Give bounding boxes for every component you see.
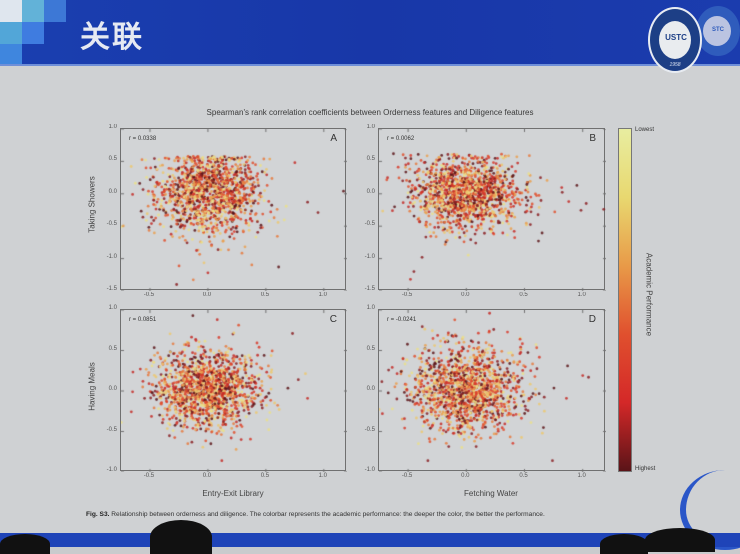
y-tick-label: 0.5 xyxy=(108,345,117,352)
x-tick-label: -0.5 xyxy=(143,292,155,298)
y-tick-label: 0.5 xyxy=(366,156,375,163)
scatter-points xyxy=(379,310,606,472)
scatter-panel-d: r = -0.0241 D xyxy=(378,309,606,472)
decorative-square xyxy=(0,0,22,22)
y-axis-label-c: Having Meals xyxy=(87,362,97,411)
scatter-points xyxy=(121,310,347,472)
caption-label: Fig. S3. xyxy=(86,511,110,518)
correlation-label: r = 0.0338 xyxy=(129,136,157,142)
x-tick-label: 0.0 xyxy=(461,473,470,479)
correlation-label: r = 0.0851 xyxy=(129,317,157,323)
y-tick-label: 0.0 xyxy=(108,188,117,195)
logo-text: STC xyxy=(712,27,724,33)
audience-head xyxy=(645,528,715,552)
y-tick-label: 0.0 xyxy=(366,188,375,195)
figure-caption: Fig. S3. Relationship between orderness … xyxy=(86,511,545,518)
decorative-square xyxy=(0,44,22,64)
university-logo: USTC 1958 xyxy=(648,7,702,73)
colorbar-top-label: Lowest xyxy=(635,127,655,133)
x-tick-label: 0.5 xyxy=(260,473,270,479)
panel-letter: B xyxy=(589,133,596,144)
x-axis-label-d: Fetching Water xyxy=(464,489,518,498)
figure-title: Spearman's rank correlation coefficients… xyxy=(206,108,534,117)
y-tick-label: 0.0 xyxy=(366,386,375,392)
correlation-label: r = 0.0062 xyxy=(387,136,415,142)
logo-inner xyxy=(659,21,691,59)
audience-head xyxy=(150,520,212,554)
audience-head xyxy=(600,534,648,554)
x-tick-label: 1.0 xyxy=(318,473,327,479)
y-tick-label: -1.5 xyxy=(106,286,117,292)
panel-letter: C xyxy=(329,314,337,325)
logo-year: 1958 xyxy=(669,62,681,68)
x-tick-label: 0.5 xyxy=(260,292,270,298)
panel-letter: A xyxy=(330,133,337,144)
y-tick-label: -1.0 xyxy=(364,253,375,260)
y-tick-label: 1.0 xyxy=(108,124,117,130)
y-tick-label: -0.5 xyxy=(364,426,375,433)
x-tick-label: 1.0 xyxy=(577,473,586,479)
colorbar-title: Academic Performance xyxy=(644,252,654,337)
header-divider xyxy=(0,64,740,66)
colorbar-bottom-label: Highest xyxy=(635,466,656,472)
university-logo-secondary: STC xyxy=(696,6,740,56)
logo-text: USTC xyxy=(665,33,687,42)
y-tick-label: 0.5 xyxy=(366,345,375,352)
x-tick-label: -0.5 xyxy=(143,473,155,479)
y-tick-label: -1.0 xyxy=(364,467,375,473)
x-tick-label: 0.0 xyxy=(202,473,212,479)
x-axis-label-c: Entry-Exit Library xyxy=(202,489,264,498)
slide-title: 关联 xyxy=(80,20,144,55)
scatter-panel-a: r = 0.0338 A xyxy=(120,128,347,291)
x-tick-label: -0.5 xyxy=(401,292,413,298)
y-tick-label: -1.5 xyxy=(364,286,375,292)
y-tick-label: 0.0 xyxy=(108,386,117,392)
x-tick-label: 0.5 xyxy=(519,473,528,479)
x-tick-label: 0.0 xyxy=(461,292,470,298)
caption-text: Relationship between orderness and dilig… xyxy=(111,511,545,518)
decorative-square xyxy=(44,0,66,22)
x-tick-label: -0.5 xyxy=(401,473,413,479)
y-tick-label: -1.0 xyxy=(106,467,117,473)
y-tick-label: -0.5 xyxy=(106,221,117,228)
scatter-panel-c: r = 0.0851 C xyxy=(120,309,347,472)
decorative-square xyxy=(22,22,44,44)
x-tick-label: 0.5 xyxy=(519,292,528,298)
colorbar xyxy=(618,128,632,472)
y-tick-label: 0.5 xyxy=(108,156,117,163)
y-tick-label: -0.5 xyxy=(364,221,375,228)
y-tick-label: 1.0 xyxy=(366,305,375,311)
x-tick-label: 1.0 xyxy=(577,292,586,298)
correlation-label: r = -0.0241 xyxy=(387,317,417,323)
audience-head xyxy=(0,534,50,554)
decorative-square xyxy=(22,0,44,22)
x-tick-label: 0.0 xyxy=(202,292,212,298)
y-tick-label: 1.0 xyxy=(366,124,375,130)
y-axis-label-a: Taking Showers xyxy=(87,176,97,233)
x-tick-label: 1.0 xyxy=(318,292,327,298)
decorative-square xyxy=(0,22,22,44)
logo-inner xyxy=(703,16,731,46)
y-tick-label: 1.0 xyxy=(108,305,117,311)
y-tick-label: -1.0 xyxy=(106,253,117,260)
scatter-panel-b: r = 0.0062 B xyxy=(378,128,606,291)
scatter-points xyxy=(121,129,347,291)
panel-letter: D xyxy=(588,314,596,325)
y-tick-label: -0.5 xyxy=(106,426,117,433)
slide-header xyxy=(0,0,740,64)
scatter-points xyxy=(379,129,606,291)
